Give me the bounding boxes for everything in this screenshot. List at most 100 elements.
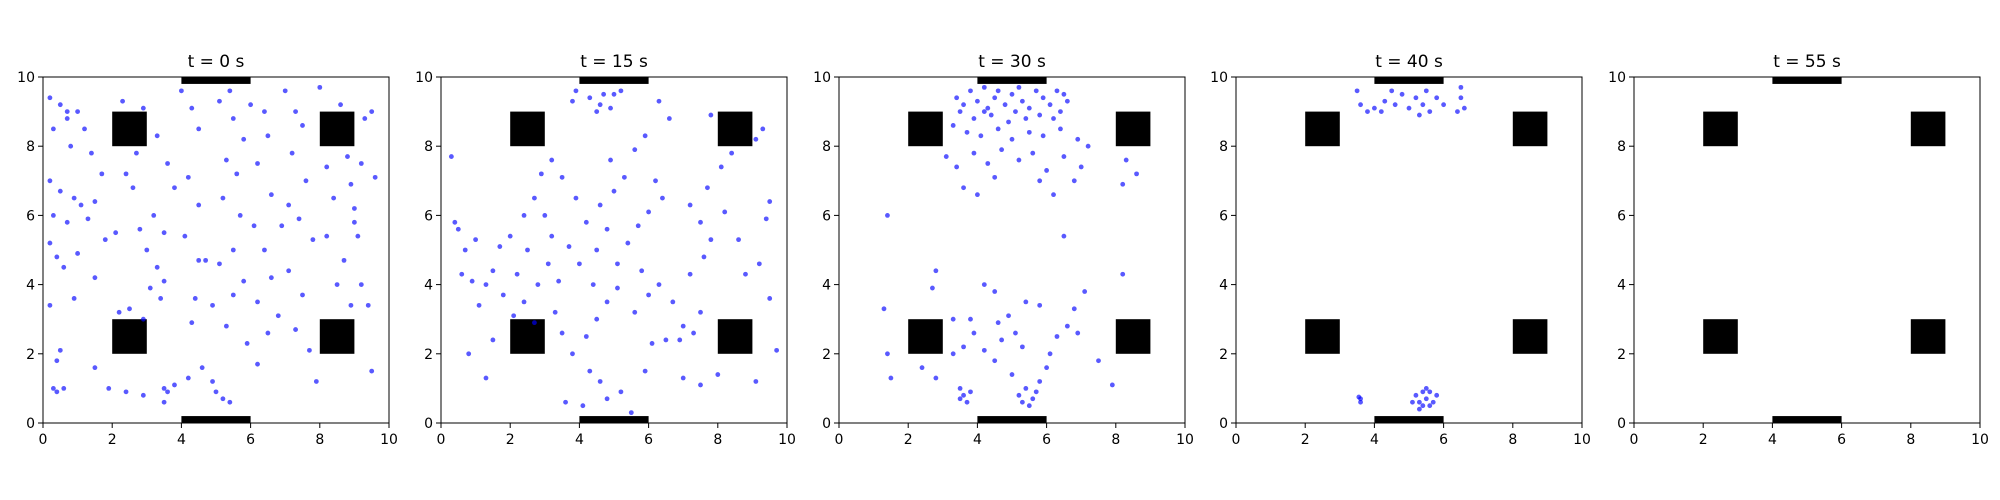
agent-point bbox=[1430, 399, 1436, 405]
agent-point bbox=[950, 351, 956, 357]
exit-bar bbox=[181, 416, 251, 423]
obstacle-block bbox=[112, 319, 147, 354]
agent-point bbox=[968, 88, 973, 94]
agent-point bbox=[102, 237, 108, 243]
agent-point bbox=[50, 213, 56, 218]
plot-frame bbox=[1633, 76, 1981, 424]
agent-point bbox=[293, 109, 298, 114]
agent-point bbox=[140, 316, 146, 322]
agent-point bbox=[123, 171, 129, 177]
agent-point bbox=[767, 199, 773, 204]
exit-bar bbox=[181, 77, 251, 84]
agent-point bbox=[355, 233, 361, 239]
x-tick-label: 10 bbox=[1573, 432, 1591, 448]
obstacle-block bbox=[1115, 319, 1151, 354]
agent-point bbox=[708, 112, 714, 118]
agent-point bbox=[594, 247, 600, 253]
agent-point bbox=[763, 216, 769, 222]
agent-point bbox=[625, 240, 631, 246]
agent-point bbox=[611, 188, 617, 194]
agent-point bbox=[223, 157, 229, 163]
agent-point bbox=[1071, 306, 1077, 312]
x-tick-label: 8 bbox=[713, 432, 722, 448]
agent-point bbox=[646, 292, 651, 298]
agent-point bbox=[452, 219, 458, 225]
agent-point bbox=[213, 389, 219, 395]
agent-point bbox=[618, 88, 624, 94]
panel-title: t = 55 s bbox=[1773, 52, 1841, 72]
agent-point bbox=[61, 386, 67, 391]
agent-point bbox=[957, 386, 963, 391]
agent-point bbox=[604, 396, 610, 402]
agent-point bbox=[255, 361, 260, 367]
agent-point bbox=[203, 257, 209, 263]
agent-point bbox=[75, 251, 80, 256]
agent-point bbox=[199, 365, 205, 371]
agent-point bbox=[1416, 112, 1422, 118]
agent-point bbox=[1064, 98, 1070, 104]
agent-point bbox=[594, 109, 600, 114]
agent-point bbox=[54, 254, 60, 260]
agent-point bbox=[57, 188, 63, 194]
x-tick-label: 6 bbox=[246, 432, 255, 448]
agent-point bbox=[144, 247, 150, 253]
agent-point bbox=[919, 365, 925, 371]
agent-point bbox=[985, 105, 991, 111]
agent-point bbox=[78, 202, 84, 208]
agent-point bbox=[1061, 154, 1067, 159]
agent-point bbox=[1026, 129, 1032, 135]
panel-title: t = 40 s bbox=[1375, 52, 1443, 72]
agent-point bbox=[753, 379, 759, 384]
agent-point bbox=[82, 126, 87, 132]
y-tick-label: 8 bbox=[1617, 139, 1626, 155]
agent-point bbox=[196, 257, 202, 263]
agent-point bbox=[54, 389, 60, 395]
agent-point bbox=[656, 98, 662, 104]
chart-panel-3: t = 40 s 0 2 4 6 8 10 0 2 4 6 8 10 bbox=[1210, 52, 1591, 448]
agent-point bbox=[227, 88, 233, 94]
agent-point bbox=[556, 278, 562, 284]
exit-bar bbox=[1772, 416, 1842, 423]
y-tick-label: 4 bbox=[822, 278, 831, 294]
agent-point bbox=[656, 282, 662, 287]
agent-point bbox=[92, 199, 98, 204]
agent-point bbox=[1016, 392, 1022, 398]
agent-point bbox=[137, 226, 143, 232]
agent-point bbox=[230, 116, 236, 121]
agent-point bbox=[1044, 168, 1049, 173]
agent-point bbox=[1002, 102, 1008, 108]
agent-point bbox=[265, 133, 271, 139]
agent-point bbox=[649, 341, 655, 346]
agent-point bbox=[597, 102, 603, 108]
agent-point bbox=[358, 161, 364, 166]
y-tick-label: 8 bbox=[822, 139, 831, 155]
agent-point bbox=[632, 309, 638, 315]
y-tick-label: 10 bbox=[17, 70, 35, 86]
agent-point bbox=[552, 309, 558, 315]
x-tick-label: 4 bbox=[177, 432, 186, 448]
agent-point bbox=[525, 247, 530, 253]
exit-bar bbox=[977, 77, 1047, 84]
agent-point bbox=[362, 116, 368, 121]
agent-point bbox=[1037, 178, 1043, 184]
agent-point bbox=[1044, 365, 1049, 371]
agent-point bbox=[708, 237, 714, 243]
agent-point bbox=[265, 330, 271, 336]
agent-point bbox=[296, 216, 302, 222]
agent-point bbox=[134, 150, 139, 156]
agent-point bbox=[286, 268, 292, 274]
agent-point bbox=[573, 195, 579, 201]
x-tick-label: 10 bbox=[380, 432, 398, 448]
agent-point bbox=[992, 289, 998, 294]
x-tick-label: 2 bbox=[108, 432, 117, 448]
agent-point bbox=[47, 95, 53, 101]
agent-point bbox=[1037, 112, 1043, 118]
agent-point bbox=[1134, 171, 1139, 177]
agent-point bbox=[279, 223, 285, 229]
agent-point bbox=[957, 396, 963, 402]
agent-point bbox=[642, 368, 648, 374]
agent-point bbox=[1058, 126, 1063, 132]
agent-point bbox=[324, 164, 330, 170]
agent-point bbox=[999, 147, 1005, 153]
agent-point bbox=[500, 292, 506, 298]
